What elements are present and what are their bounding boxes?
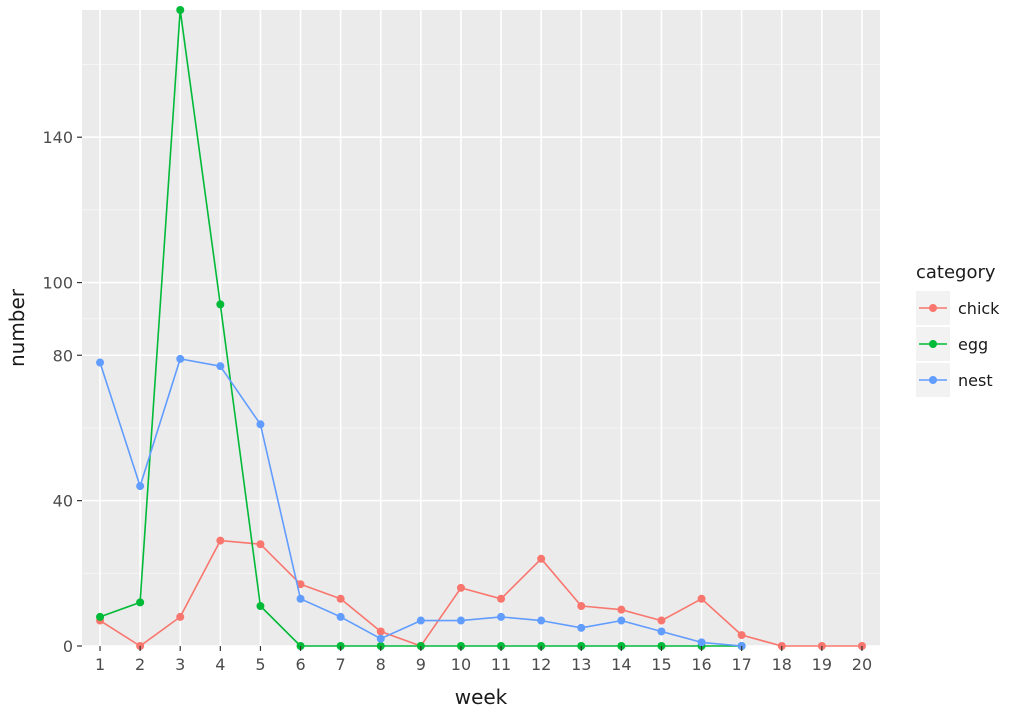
plot-panel <box>82 10 880 646</box>
y-tick-label: 40 <box>53 492 73 511</box>
x-tick-label: 20 <box>852 655 872 674</box>
data-point-chick <box>216 536 225 545</box>
y-tick-label: 80 <box>53 346 73 365</box>
y-tick-label: 100 <box>42 274 73 293</box>
grid-minor <box>82 64 880 574</box>
data-point-chick <box>256 540 265 549</box>
data-point-nest <box>497 612 506 621</box>
x-tick-label: 16 <box>691 655 711 674</box>
x-tick-label: 7 <box>336 655 346 674</box>
x-tick-label: 19 <box>812 655 832 674</box>
data-point-chick <box>456 583 465 592</box>
data-point-chick <box>577 602 586 611</box>
data-point-nest <box>657 627 666 636</box>
data-point-chick <box>657 616 666 625</box>
x-tick-label: 17 <box>731 655 751 674</box>
data-point-nest <box>697 638 706 647</box>
data-point-nest <box>456 616 465 625</box>
y-axis-label: number <box>5 288 29 367</box>
data-point-egg <box>96 612 105 621</box>
data-point-egg <box>136 598 145 607</box>
data-point-nest <box>617 616 626 625</box>
data-point-chick <box>296 580 305 589</box>
x-tick-label: 2 <box>135 655 145 674</box>
data-point-nest <box>537 616 546 625</box>
data-point-nest <box>376 634 385 643</box>
x-tick-label: 8 <box>376 655 386 674</box>
x-tick-label: 1 <box>95 655 105 674</box>
x-tick-label: 6 <box>295 655 305 674</box>
x-tick-label: 18 <box>772 655 792 674</box>
data-point-nest <box>336 612 345 621</box>
data-point-nest <box>256 420 265 429</box>
y-tick-label: 0 <box>63 637 73 656</box>
legend-key-point <box>929 340 937 348</box>
x-tick-label: 12 <box>531 655 551 674</box>
x-tick-label: 15 <box>651 655 671 674</box>
legend-label-egg: egg <box>958 335 988 354</box>
legend-key-point <box>929 304 937 312</box>
x-tick-label: 11 <box>491 655 511 674</box>
legend-key-point <box>929 376 937 384</box>
legend-title: category <box>916 262 996 283</box>
data-point-chick <box>376 627 385 636</box>
x-axis-label: week <box>455 685 508 709</box>
data-point-egg <box>256 602 265 611</box>
legend-label-chick: chick <box>958 299 1000 318</box>
series-nest <box>96 354 746 650</box>
x-tick-label: 5 <box>255 655 265 674</box>
legend-items: chick egg nest <box>916 291 1000 397</box>
data-point-chick <box>537 554 546 563</box>
data-point-chick <box>697 594 706 603</box>
series-line-chick <box>99 539 862 647</box>
x-axis: 1 2 3 4 5 6 7 8 9 10 11 12 13 14 15 16 17 18 19 20 <box>95 646 872 674</box>
legend-label-nest: nest <box>958 371 993 390</box>
x-tick-label: 13 <box>571 655 591 674</box>
data-point-egg <box>216 300 225 309</box>
legend: category chick egg nest <box>916 262 1000 397</box>
x-tick-label: 10 <box>451 655 471 674</box>
data-point-egg <box>176 6 185 14</box>
data-point-chick <box>176 612 185 621</box>
data-point-chick <box>497 594 506 603</box>
y-axis: 0 40 80 100 140 <box>42 128 82 656</box>
data-point-nest <box>136 482 145 491</box>
x-tick-label: 3 <box>175 655 185 674</box>
data-point-nest <box>296 594 305 603</box>
data-point-nest <box>96 358 105 367</box>
data-point-nest <box>577 623 586 632</box>
data-point-chick <box>617 605 626 614</box>
data-point-nest <box>416 616 425 625</box>
data-point-chick <box>737 631 746 640</box>
data-point-nest <box>216 362 225 371</box>
x-tick-label: 4 <box>215 655 225 674</box>
x-tick-label: 9 <box>416 655 426 674</box>
data-point-nest <box>176 354 185 363</box>
data-point-chick <box>336 594 345 603</box>
y-tick-label: 140 <box>42 128 73 147</box>
x-tick-label: 14 <box>611 655 631 674</box>
